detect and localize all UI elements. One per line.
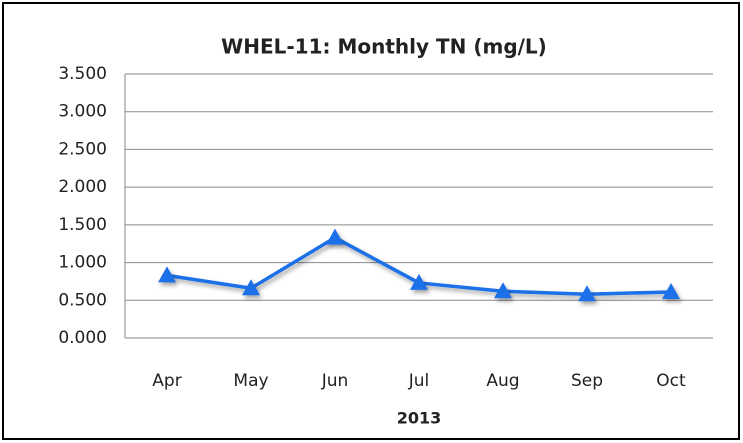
chart-title: WHEL-11: Monthly TN (mg/L)	[221, 35, 547, 59]
point-marker	[662, 282, 680, 299]
x-tick-label: Apr	[152, 371, 181, 391]
point-marker	[158, 266, 176, 283]
point-marker	[410, 273, 428, 290]
x-tick-label: Sep	[571, 371, 603, 391]
y-tick-label: 1.500	[58, 215, 107, 235]
x-tick-label: Jul	[408, 371, 430, 391]
y-tick-label: 0.500	[58, 290, 107, 310]
point-marker	[326, 228, 344, 245]
point-marker	[242, 279, 260, 296]
x-tick-label: May	[233, 371, 268, 391]
x-axis-label: 2013	[397, 409, 442, 428]
x-tick-label: Jun	[321, 371, 349, 391]
y-tick-label: 3.000	[58, 102, 107, 122]
y-tick-label: 0.000	[58, 328, 107, 348]
y-tick-label: 1.000	[58, 253, 107, 273]
y-tick-label: 3.500	[58, 64, 107, 84]
y-tick-label: 2.000	[58, 177, 107, 197]
x-tick-label: Aug	[486, 371, 519, 391]
x-tick-label: Oct	[656, 371, 686, 391]
point-marker	[494, 282, 512, 299]
y-tick-label: 2.500	[58, 139, 107, 159]
point-marker	[578, 285, 596, 302]
